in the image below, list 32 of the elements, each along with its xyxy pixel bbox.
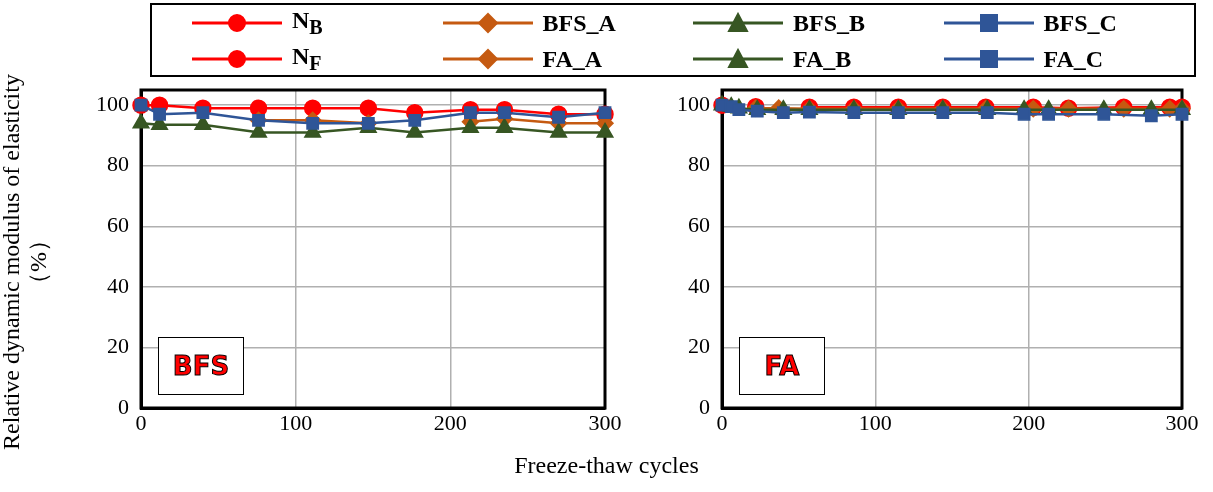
y-tick-label: 100 xyxy=(96,90,129,116)
annotation: BFS xyxy=(158,337,244,395)
legend-label: N$_{B}$ xyxy=(292,7,323,39)
annotation: FA xyxy=(739,337,825,395)
legend-label: BFS_A xyxy=(542,9,616,37)
x-tick-label: 200 xyxy=(1012,409,1046,435)
x-tick-label: 300 xyxy=(1165,409,1199,435)
x-tick-label: 200 xyxy=(433,409,467,435)
x-tick-label: 300 xyxy=(588,409,622,435)
y-tick-label: 20 xyxy=(107,333,129,359)
x-tick-label: 100 xyxy=(279,409,313,435)
y-tick-label: 60 xyxy=(688,212,710,238)
y-tick-label: 40 xyxy=(688,272,710,298)
legend-label: FA_B xyxy=(793,45,852,73)
legend-label: FA_A xyxy=(542,45,603,73)
y-tick-label: 80 xyxy=(107,151,129,177)
y-tick-label: 80 xyxy=(688,151,710,177)
y-tick-label: 60 xyxy=(107,212,129,238)
legend-label: BFS_B xyxy=(793,9,866,37)
legend-label: BFS_C xyxy=(1043,9,1117,37)
legend-label: FA_C xyxy=(1043,45,1104,73)
y-axis-title: Relative dynamic modulus of elasticity（%） xyxy=(0,73,52,452)
x-axis-title: Freeze-thaw cycles xyxy=(513,452,700,479)
y-tick-label: 100 xyxy=(677,90,710,116)
x-tick-label: 100 xyxy=(858,409,892,435)
legend-label: N$_{F}$ xyxy=(292,43,322,75)
y-tick-label: 40 xyxy=(107,272,129,298)
x-tick-label: 0 xyxy=(135,409,147,435)
y-tick-label: 20 xyxy=(688,333,710,359)
y-tick-label: 0 xyxy=(699,393,710,419)
x-tick-label: 0 xyxy=(716,409,728,435)
y-tick-label: 0 xyxy=(118,393,129,419)
